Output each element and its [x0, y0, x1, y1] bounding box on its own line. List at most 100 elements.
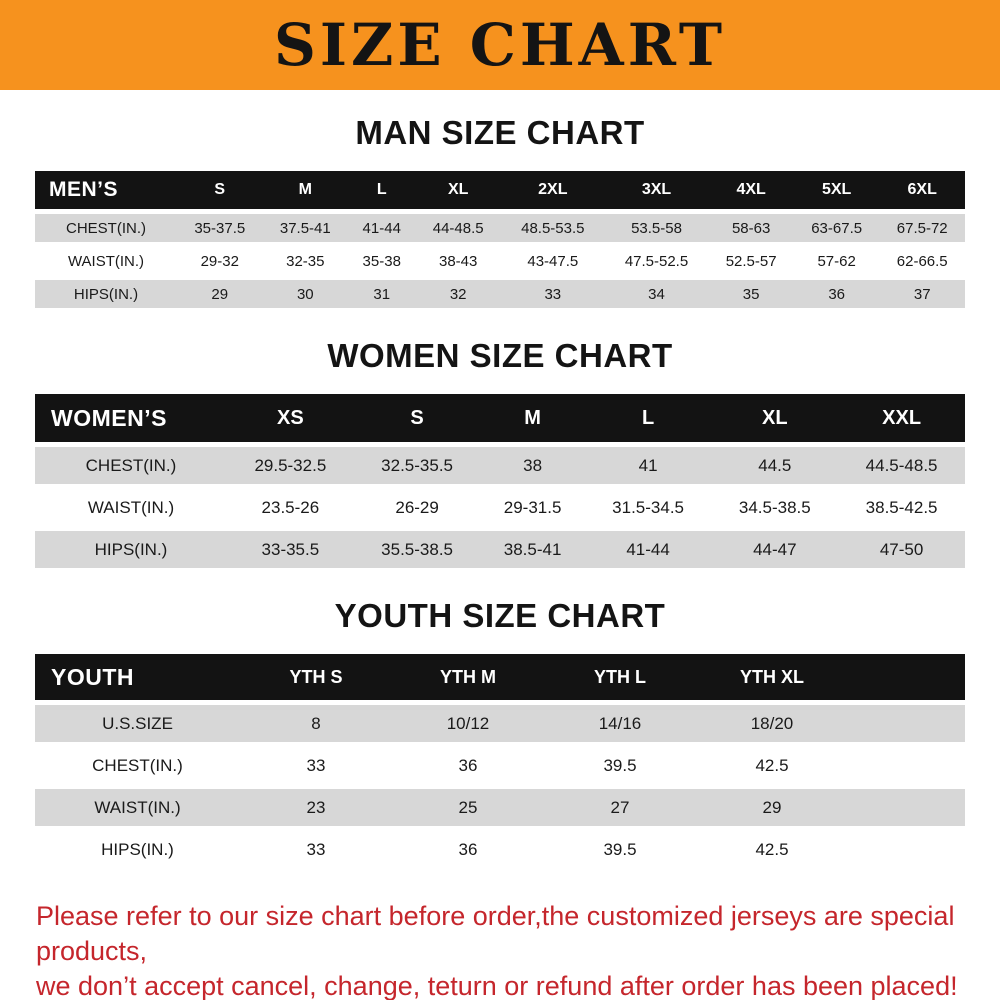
size-value: 32.5-35.5: [353, 447, 481, 484]
size-value: 27: [544, 789, 696, 826]
size-value: 34: [604, 280, 709, 308]
men-size-table: MEN’S S M L XL 2XL 3XL 4XL 5XL 6XL CHEST(IN.) 35-3…: [35, 166, 965, 313]
size-value: 38-43: [415, 247, 501, 275]
size-value: 29.5-32.5: [227, 447, 354, 484]
size-value: 42.5: [696, 831, 848, 868]
size-column-header: 6XL: [879, 171, 965, 209]
men-section: MAN SIZE CHART MEN’S S M L XL 2XL 3XL 4XL 5XL 6XL…: [0, 114, 1000, 313]
measurement-row: WAIST(IN.) 23.5-26 26-29 29-31.5 31.5-34.5 34…: [35, 489, 965, 526]
table-corner-label: YOUTH: [35, 654, 240, 700]
size-value: 57-62: [793, 247, 880, 275]
size-column-header: S: [177, 171, 263, 209]
size-column-header: M: [262, 171, 349, 209]
size-value: 36: [793, 280, 880, 308]
size-value: 23.5-26: [227, 489, 354, 526]
row-label: WAIST(IN.): [35, 247, 177, 275]
size-value: 41-44: [584, 531, 712, 568]
size-column-header: M: [480, 394, 585, 442]
size-value: 52.5-57: [708, 247, 794, 275]
measurement-row: HIPS(IN.) 33-35.5 35.5-38.5 38.5-41 41-44 44-…: [35, 531, 965, 568]
size-value: 10/12: [392, 705, 544, 742]
row-label: CHEST(IN.): [35, 214, 177, 242]
size-value: 38: [480, 447, 585, 484]
size-header-row: YOUTH YTH S YTH M YTH L YTH XL: [35, 654, 965, 700]
size-value: 30: [262, 280, 349, 308]
page-title: SIZE CHART: [273, 11, 727, 79]
youth-size-table: YOUTH YTH S YTH M YTH L YTH XL U.S.SIZE 8 10/1…: [35, 649, 965, 873]
size-value: 39.5: [544, 747, 696, 784]
size-value: 18/20: [696, 705, 848, 742]
size-value: 36: [392, 747, 544, 784]
filler-cell: [848, 705, 965, 742]
size-value: 33: [240, 747, 392, 784]
size-value: 31: [348, 280, 416, 308]
size-column-header: S: [353, 394, 481, 442]
row-label: HIPS(IN.): [35, 831, 240, 868]
size-value: 31.5-34.5: [584, 489, 712, 526]
row-label: HIPS(IN.): [35, 531, 227, 568]
size-column-header: XL: [415, 171, 501, 209]
row-label: WAIST(IN.): [35, 489, 227, 526]
size-value: 33: [500, 280, 605, 308]
size-value: 37.5-41: [262, 214, 349, 242]
size-value: 42.5: [696, 747, 848, 784]
size-value: 44.5-48.5: [838, 447, 965, 484]
notice-line-1: Please refer to our size chart before or…: [36, 901, 955, 967]
size-value: 44-48.5: [415, 214, 501, 242]
size-value: 14/16: [544, 705, 696, 742]
size-value: 8: [240, 705, 392, 742]
size-value: 26-29: [353, 489, 481, 526]
measurement-row: U.S.SIZE 8 10/12 14/16 18/20: [35, 705, 965, 742]
size-header-row: MEN’S S M L XL 2XL 3XL 4XL 5XL 6XL: [35, 171, 965, 209]
measurement-row: HIPS(IN.) 29 30 31 32 33 34 35 36 37: [35, 280, 965, 308]
size-column-header: L: [584, 394, 712, 442]
size-value: 29-32: [177, 247, 263, 275]
size-value: 29-31.5: [480, 489, 585, 526]
size-column-header: YTH XL: [696, 654, 848, 700]
size-value: 34.5-38.5: [711, 489, 839, 526]
size-column-header: XXL: [838, 394, 965, 442]
filler-cell: [848, 831, 965, 868]
measurement-row: WAIST(IN.) 29-32 32-35 35-38 38-43 43-47.5 47.…: [35, 247, 965, 275]
measurement-row: CHEST(IN.) 35-37.5 37.5-41 41-44 44-48.5 48.5…: [35, 214, 965, 242]
size-column-header: YTH M: [392, 654, 544, 700]
size-value: 35.5-38.5: [353, 531, 481, 568]
size-value: 44-47: [711, 531, 839, 568]
size-value: 25: [392, 789, 544, 826]
size-header-row: WOMEN’S XS S M L XL XXL: [35, 394, 965, 442]
size-column-header: L: [348, 171, 416, 209]
youth-section-heading: YOUTH SIZE CHART: [334, 597, 666, 634]
youth-section: YOUTH SIZE CHART YOUTH YTH S YTH M YTH L YTH…: [0, 597, 1000, 873]
women-size-table: WOMEN’S XS S M L XL XXL CHEST(IN.) 29.5-32.5 32.…: [35, 389, 965, 573]
size-value: 29: [696, 789, 848, 826]
size-value: 41: [584, 447, 712, 484]
row-label: CHEST(IN.): [35, 747, 240, 784]
footer-notice: Please refer to our size chart before or…: [36, 899, 1000, 1000]
size-column-header: 2XL: [500, 171, 605, 209]
size-value: 58-63: [708, 214, 794, 242]
measurement-row: CHEST(IN.) 33 36 39.5 42.5: [35, 747, 965, 784]
size-column-header: XS: [227, 394, 354, 442]
filler-cell: [848, 789, 965, 826]
size-column-header: XL: [711, 394, 839, 442]
size-value: 53.5-58: [604, 214, 709, 242]
table-corner-label: MEN’S: [35, 171, 177, 209]
size-value: 35: [708, 280, 794, 308]
size-value: 36: [392, 831, 544, 868]
size-value: 37: [879, 280, 965, 308]
size-value: 33: [240, 831, 392, 868]
women-section-heading: WOMEN SIZE CHART: [327, 337, 673, 374]
filler-cell: [848, 747, 965, 784]
size-value: 32: [415, 280, 501, 308]
size-value: 63-67.5: [793, 214, 880, 242]
size-column-header: 5XL: [793, 171, 880, 209]
size-value: 41-44: [348, 214, 416, 242]
size-value: 32-35: [262, 247, 349, 275]
size-value: 67.5-72: [879, 214, 965, 242]
men-section-heading: MAN SIZE CHART: [355, 114, 645, 151]
size-value: 39.5: [544, 831, 696, 868]
women-section: WOMEN SIZE CHART WOMEN’S XS S M L XL XXL CHEST…: [0, 337, 1000, 573]
banner: SIZE CHART: [0, 0, 1000, 90]
row-label: CHEST(IN.): [35, 447, 227, 484]
